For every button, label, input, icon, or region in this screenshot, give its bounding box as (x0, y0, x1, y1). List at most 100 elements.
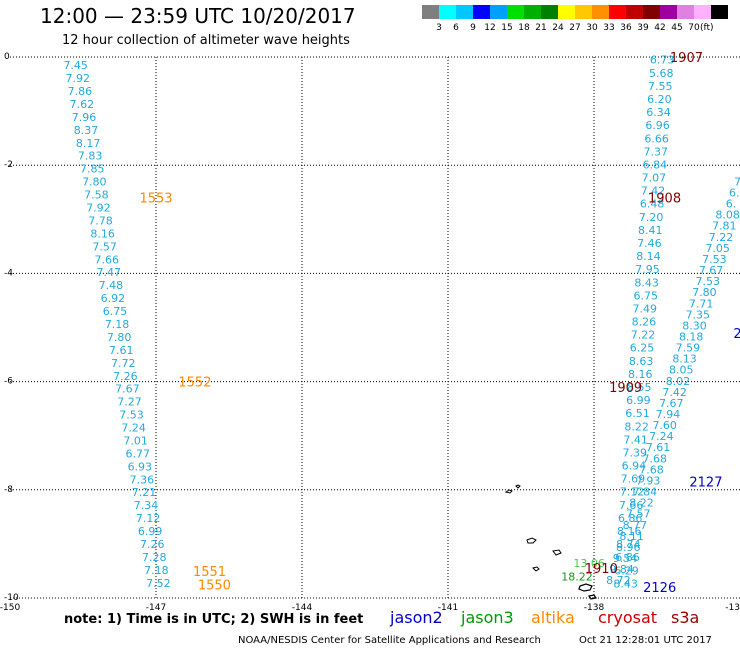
wave-height-value: 8.22 (624, 420, 649, 433)
wave-height-value: 7.67 (659, 397, 684, 410)
island (526, 537, 537, 544)
pass-number-label: 1909 (609, 381, 642, 396)
wave-height-value: 6.66 (644, 132, 669, 145)
wave-height-value: 7.34 (134, 499, 159, 512)
wave-height-value: 7.47 (97, 266, 122, 279)
wave-height-value: 7.22 (631, 329, 656, 342)
wave-height-value: 7.94 (656, 408, 681, 421)
colorbar-tick-label: 36 (620, 23, 632, 33)
wave-height-value: 7.53 (119, 409, 144, 422)
wave-height-value: 7.81 (712, 220, 737, 233)
wave-height-value: 9.54 (613, 552, 638, 565)
pass-number-label: 1550 (198, 578, 231, 593)
wave-height-value: 7.36 (130, 473, 155, 486)
wave-height-value: 7.61 (646, 441, 671, 454)
wave-height-value: 7.42 (641, 185, 666, 198)
wave-height-value: 7.57 (626, 508, 651, 521)
colorbar-swatch (422, 5, 439, 19)
wave-height-value: 8.96 (616, 541, 641, 554)
wave-height-value: 7.26 (113, 370, 138, 383)
wave-height-value: 6.73 (650, 54, 675, 67)
wave-height-value: 8.37 (74, 124, 99, 137)
wave-height-value: 8.22 (629, 497, 654, 510)
wave-height-value: 8.63 (629, 355, 654, 368)
map-axis-labels: 0 -2 -4 -6 -8 -10-150 -147 -144 -141 -138 -13 (0, 52, 740, 613)
wave-height-value: 7.26 (140, 538, 165, 551)
wave-height-value: 6.92 (101, 292, 126, 305)
latitude-tick-label: -4 (4, 268, 13, 278)
colorbar-swatch (541, 5, 558, 19)
wave-height-value: 8.13 (672, 353, 697, 366)
latitude-tick-label: -6 (4, 377, 13, 387)
colorbar-swatch (660, 5, 677, 19)
wave-height-value: 8.72 (606, 574, 631, 587)
wave-height-value: 8.26 (632, 316, 657, 329)
wave-height-value: 7.49 (633, 302, 658, 315)
wave-height-value: 7.84 (633, 486, 658, 499)
wave-height-value: 7.86 (68, 85, 93, 98)
colorbar-swatch (473, 5, 490, 19)
wave-height-value: 7.53 (702, 253, 727, 266)
wave-height-value: 7.39 (623, 446, 648, 459)
colorbar-tick-label: 33 (603, 23, 615, 33)
wave-height-value: 7.72 (111, 357, 136, 370)
pass-number-label: 2127 (689, 476, 722, 491)
colorbar-tick-label: 27 (569, 23, 581, 33)
wave-height-value: 7.66 (619, 499, 644, 512)
wave-height-value: 7.22 (709, 231, 734, 244)
wave-height-value: 8.18 (679, 330, 704, 343)
wave-height-value: 6.75 (103, 305, 128, 318)
pass-number-label: 1908 (648, 192, 681, 207)
wave-height-value: 7.27 (117, 396, 142, 409)
island (552, 549, 562, 556)
wave-height-value: 7.93 (636, 474, 661, 487)
longitude-tick-label: -141 (438, 603, 458, 613)
colorbar-tick-label: 42 (654, 23, 666, 33)
colorbar-swatch (439, 5, 456, 19)
wave-height-value: 7.52 (146, 577, 171, 590)
latitude-tick-label: -8 (4, 485, 13, 495)
wave-height-value: 6.29 (614, 564, 639, 577)
wave-height-value: 7.41 (623, 433, 648, 446)
wave-height-value: 13.06 (573, 557, 605, 570)
page-title: 12:00 — 23:59 UTC 10/20/2017 (40, 4, 356, 28)
wave-height-value: 6.77 (126, 447, 151, 460)
wave-height-value: 8.77 (623, 519, 648, 532)
colorbar-swatch (558, 5, 575, 19)
latitude-tick-label: -2 (4, 160, 13, 170)
colorbar-tick-label: 3 (436, 23, 442, 33)
wave-height-value: 7.59 (676, 342, 701, 355)
wave-height-value: 6.34 (646, 106, 671, 119)
wave-height-value: 8.16 (90, 227, 115, 240)
colorbar-swatch (592, 5, 609, 19)
wave-height-value: 6.20 (647, 93, 672, 106)
wave-height-value: 7.68 (643, 452, 668, 465)
wave-height-value: 7.12 (620, 486, 645, 499)
wave-height-value: 7.53 (696, 275, 721, 288)
wave-height-value: 8.11 (619, 530, 644, 543)
colorbar-swatch (694, 5, 711, 19)
wave-height-value: 8.43 (613, 577, 638, 590)
wave-height-value: 7.80 (82, 176, 107, 189)
page-subtitle: 12 hour collection of altimeter wave hei… (62, 33, 350, 48)
colorbar-swatch (507, 5, 524, 19)
wave-height-value: 8.16 (628, 368, 653, 381)
colorbar-unit: (ft) (700, 23, 714, 33)
island (578, 583, 597, 600)
colorbar-tick-label: 9 (470, 23, 476, 33)
wave-height-value: 8.43 (634, 276, 659, 289)
colorbar-tick-label: 21 (535, 23, 547, 33)
latitude-tick-label: -10 (4, 593, 19, 603)
wave-height-value: 7.68 (639, 463, 664, 476)
wave-height-value: 7.28 (142, 551, 167, 564)
wave-height-value: 7.92 (86, 201, 111, 214)
latitude-tick-label: 0 (4, 52, 10, 62)
pass-number-label: 2 (733, 327, 740, 342)
wave-height-value: 7.67 (699, 264, 724, 277)
wave-height-value: 9.84 (609, 563, 634, 576)
colorbar-tick-label: 18 (518, 23, 530, 33)
wave-height-value: 7.62 (70, 98, 95, 111)
wave-height-value: 7.85 (80, 163, 105, 176)
